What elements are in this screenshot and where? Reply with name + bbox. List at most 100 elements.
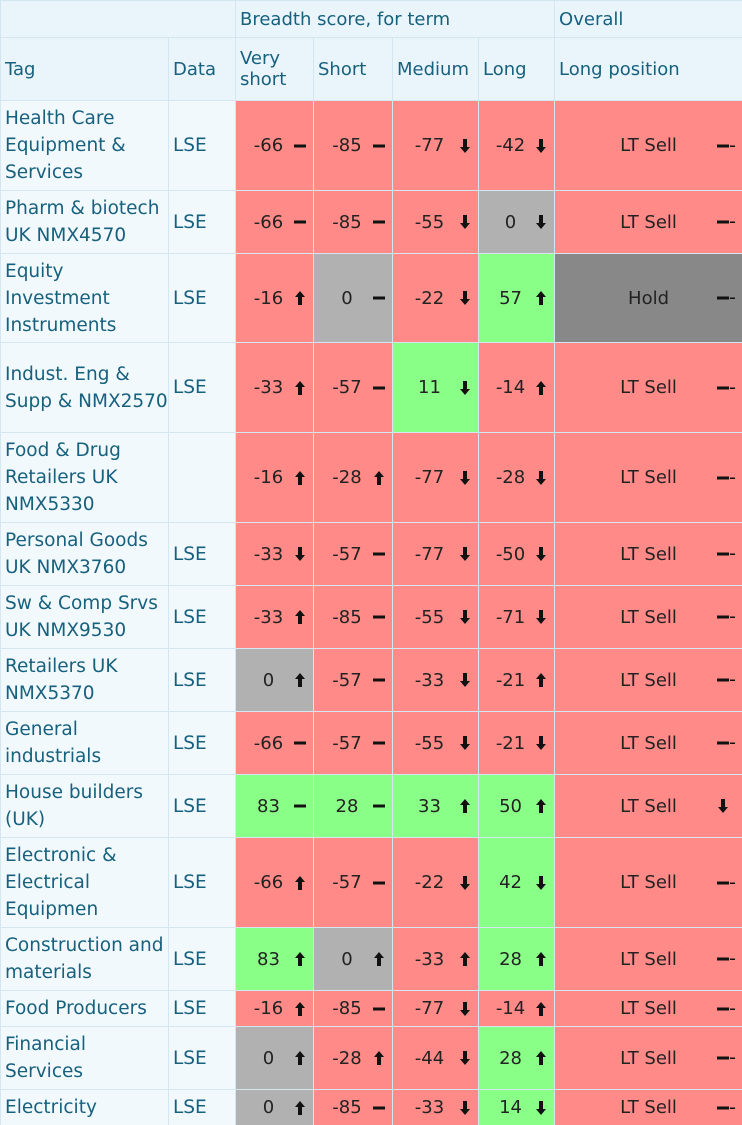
position-text: LT Sell <box>620 1097 677 1118</box>
dash-small <box>730 1057 736 1059</box>
table-row: Retailers UK NMX5370 LSE 0 -57 -33 -21 LT Sell <box>0 648 742 712</box>
score-cell: -21 <box>477 711 556 775</box>
dash <box>373 386 385 389</box>
trend-icon <box>717 678 736 682</box>
table-row: Food & Drug Retailers UK NMX5330 -16 -28 -7… <box>0 432 742 523</box>
dash <box>373 220 385 224</box>
score-value: -66 <box>253 135 284 156</box>
position-text: LT Sell <box>620 948 677 970</box>
score-cell: -85 <box>313 190 393 254</box>
dash <box>717 386 730 389</box>
score-value: 28 <box>335 795 359 817</box>
arrow-down <box>536 138 547 153</box>
score-value: -28 <box>332 1047 362 1069</box>
tag-cell: Indust. Eng & Supp & NMX2570 <box>0 342 169 433</box>
score-cell: -28 <box>313 432 393 523</box>
table-body: Health Care Equipment & Services LSE -66 -8… <box>0 100 742 1125</box>
tag-cell: Sw & Comp Srvs UK NMX9530 <box>0 585 169 649</box>
score-value: 83 <box>257 795 280 817</box>
dash <box>373 678 385 682</box>
score-value: -71 <box>495 606 526 628</box>
score-cell: -66 <box>235 190 314 254</box>
overall-cell: LT Sell <box>554 1089 742 1125</box>
score-value: -85 <box>332 606 362 628</box>
trend-icon <box>373 552 385 556</box>
trend-icon <box>374 952 384 966</box>
score-value: 0 <box>341 948 353 970</box>
arrow-down <box>536 215 547 229</box>
position-text: LT Sell <box>620 211 677 233</box>
score-value: -57 <box>332 669 362 691</box>
trend-icon <box>295 610 305 624</box>
trend-icon <box>373 804 385 808</box>
score-cell: -57 <box>313 837 393 928</box>
dash <box>717 741 730 745</box>
blank-header <box>0 0 236 38</box>
column-row: Tag Data Very short Short Medium Long Lo… <box>0 37 742 101</box>
dash <box>717 552 730 556</box>
dash-small <box>730 882 736 884</box>
table-row: Sw & Comp Srvs UK NMX9530 LSE -33 -85 -55 -71… <box>0 585 742 649</box>
dash-small <box>730 477 736 479</box>
score-value: -55 <box>414 606 445 628</box>
dash-small <box>730 553 736 555</box>
trend-icon <box>536 1051 547 1065</box>
score-cell: 28 <box>477 1026 556 1090</box>
data-cell: LSE <box>168 837 236 928</box>
score-cell: -85 <box>313 585 393 649</box>
trend-icon <box>718 799 729 813</box>
arrow-down <box>718 799 729 813</box>
trend-icon <box>717 144 736 147</box>
score-value: 50 <box>499 795 522 817</box>
overall-cell: LT Sell <box>554 585 742 649</box>
score-value: -57 <box>332 872 362 893</box>
data-cell: LSE <box>168 1089 236 1125</box>
data-cell: LSE <box>168 774 236 838</box>
score-cell: -77 <box>392 100 479 191</box>
data-cell: LSE <box>168 648 236 712</box>
arrow-up <box>295 380 305 395</box>
arrow-up <box>295 875 305 890</box>
trend-icon <box>374 470 384 485</box>
position-text: LT Sell <box>620 998 677 1019</box>
score-value: -33 <box>253 606 284 628</box>
table-row: Indust. Eng & Supp & NMX2570 LSE -33 -57 11 -… <box>0 342 742 433</box>
trend-icon <box>536 215 547 229</box>
score-value: -57 <box>332 732 362 754</box>
data-cell: LSE <box>168 190 236 254</box>
score-value: -57 <box>332 377 362 398</box>
score-value: 28 <box>499 948 522 970</box>
dash-small <box>730 221 736 223</box>
score-cell: -21 <box>477 648 556 712</box>
score-value: -85 <box>332 1097 362 1118</box>
overall-cell: LT Sell <box>554 432 742 523</box>
trend-icon <box>460 1001 470 1016</box>
score-cell: -85 <box>313 1089 393 1125</box>
position-text: Hold <box>628 287 670 309</box>
tag-cell: Electricity <box>0 1089 169 1125</box>
arrow-up <box>536 952 547 966</box>
dash-small <box>730 616 736 618</box>
arrow-down <box>460 1001 470 1016</box>
trend-icon <box>295 673 305 687</box>
dash-small <box>730 145 736 147</box>
table-row: House builders (UK) LSE 83 28 33 50 LT Sell <box>0 774 742 838</box>
dash-small <box>730 1107 736 1109</box>
score-value: -85 <box>332 211 362 233</box>
dash <box>373 741 385 745</box>
score-value: -50 <box>495 543 526 565</box>
score-value: 57 <box>499 287 522 309</box>
score-value: -66 <box>253 872 284 893</box>
table-row: Financial Services LSE 0 -28 -44 28 LT Sell <box>0 1026 742 1090</box>
score-value: -14 <box>495 377 526 398</box>
score-value: -33 <box>253 377 284 398</box>
data-cell: LSE <box>168 927 236 991</box>
trend-icon <box>717 1056 736 1060</box>
score-cell: 28 <box>313 774 393 838</box>
data-cell: LSE <box>168 711 236 775</box>
data-cell: LSE <box>168 253 236 343</box>
overall-cell: LT Sell <box>554 711 742 775</box>
overall-cell: LT Sell <box>554 774 742 838</box>
data-cell <box>168 432 236 523</box>
trend-icon <box>373 1106 385 1109</box>
